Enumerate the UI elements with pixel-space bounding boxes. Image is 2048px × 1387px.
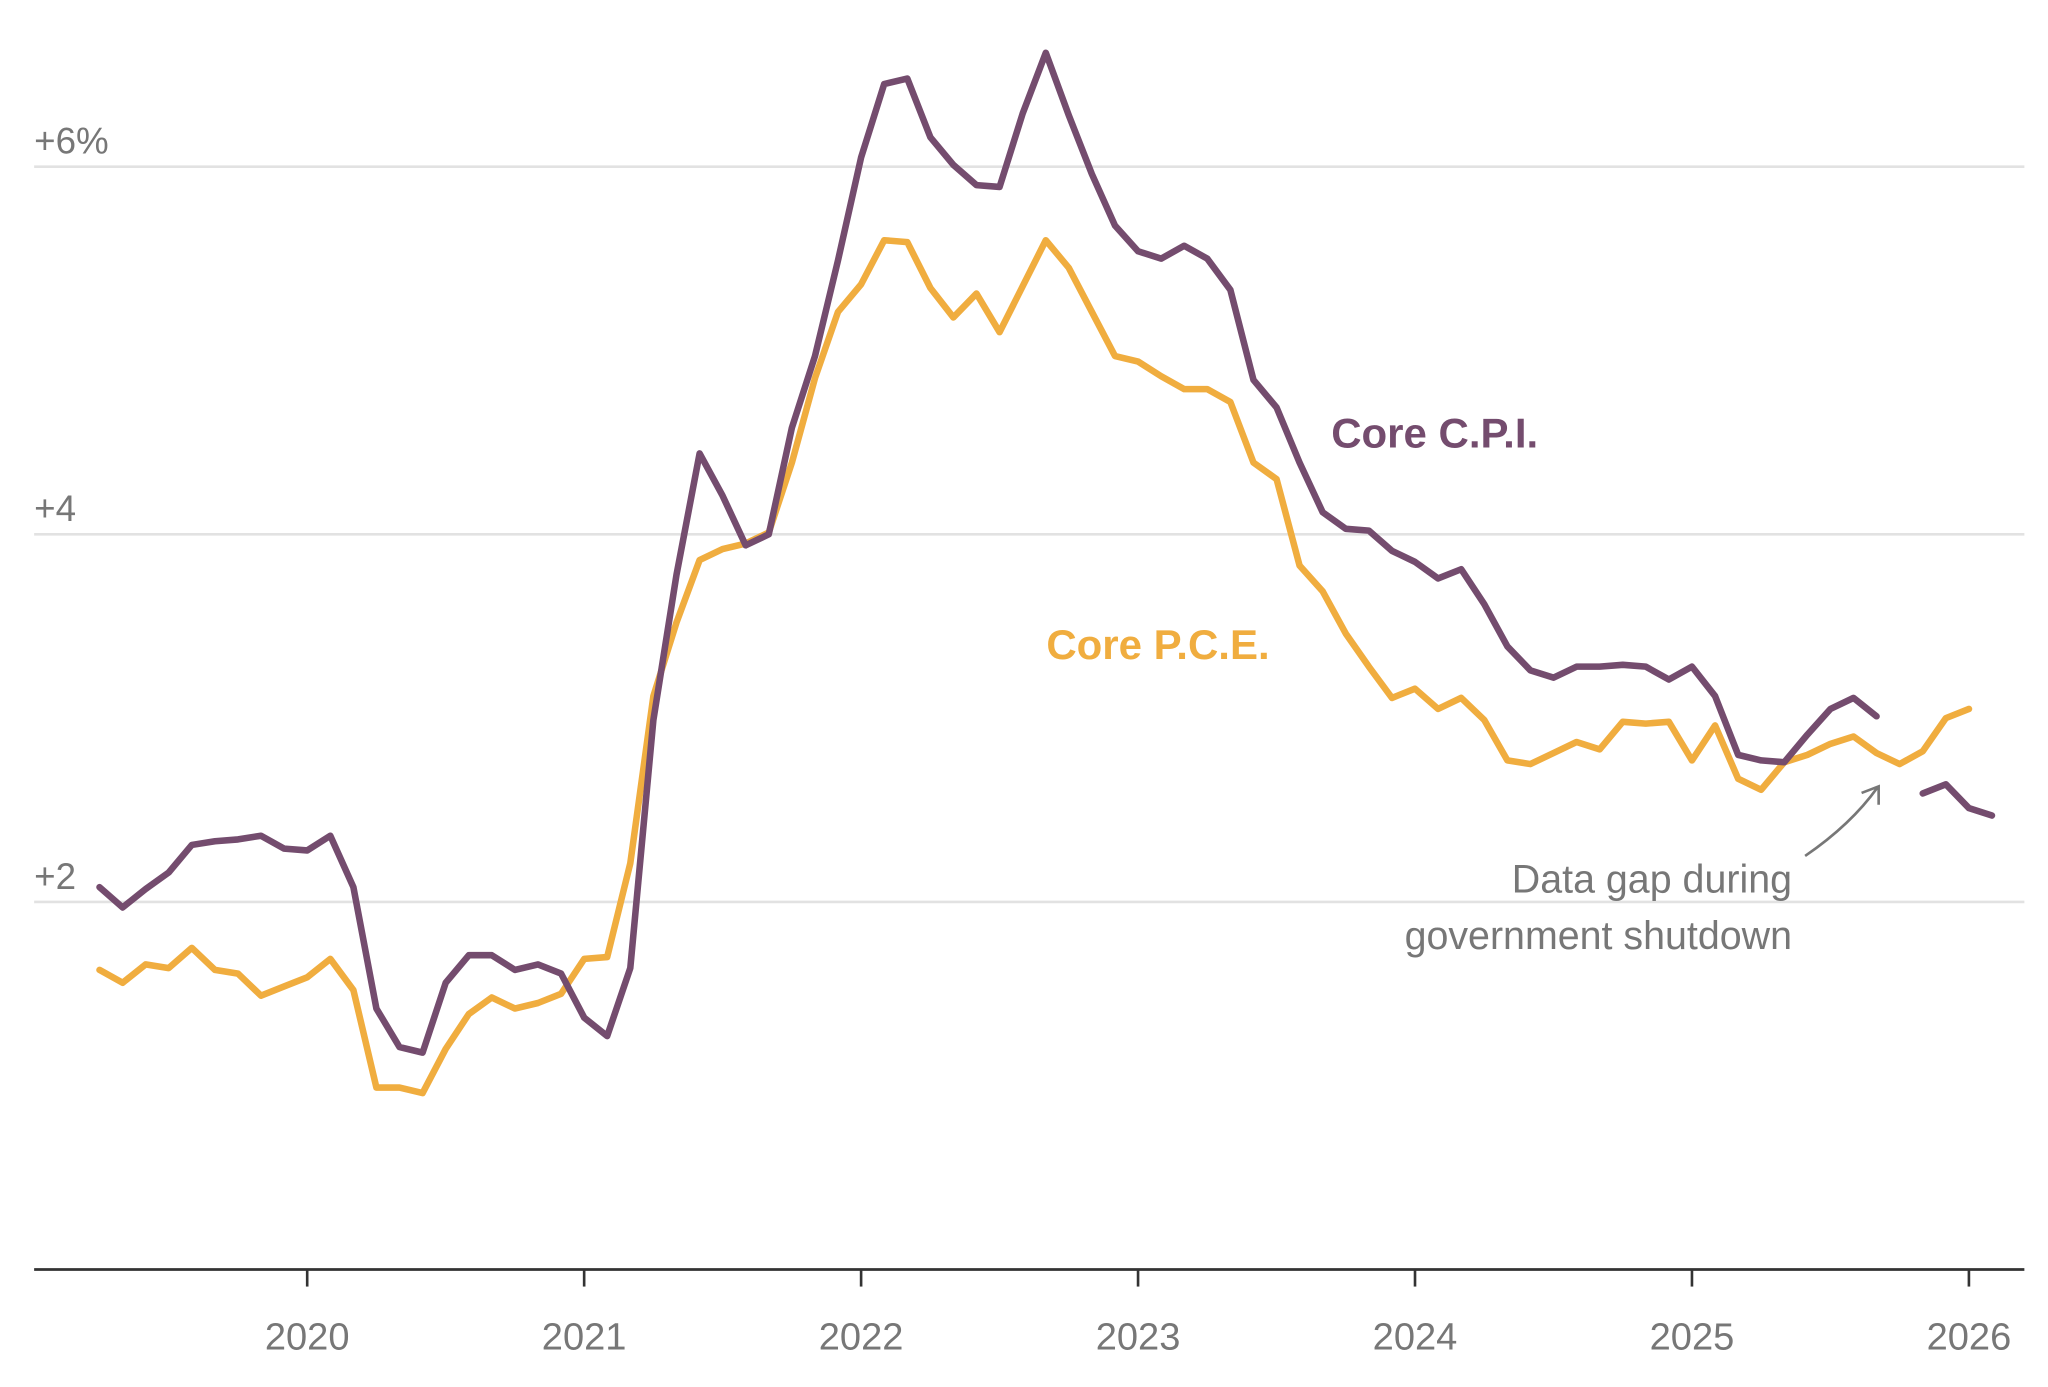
series-label-core-pce: Core P.C.E. [1046, 621, 1269, 668]
annotation-line-2: government shutdown [1405, 914, 1792, 958]
series-label-core-cpi: Core C.P.I. [1331, 410, 1538, 457]
x-tick-label: 2025 [1650, 1317, 1735, 1359]
x-axis-ticks: 2020 2021 2022 2023 2024 2025 2026 [265, 1269, 2012, 1359]
annotation-arrow-icon [1804, 784, 1880, 858]
annotation-line-1: Data gap during [1512, 858, 1792, 902]
x-tick-label: 2020 [265, 1317, 350, 1359]
series-core-p-c-e- [96, 236, 1973, 1097]
series-core-c-p-i- [96, 49, 1996, 1056]
y-axis-labels: +2 +4 +6% [34, 121, 109, 897]
x-tick-label: 2023 [1096, 1317, 1181, 1359]
annotation-data-gap: Data gap during government shutdown [1405, 784, 1880, 958]
x-tick-label: 2026 [1927, 1317, 2012, 1359]
series-lines [96, 49, 1996, 1097]
gridlines [34, 165, 2025, 904]
x-tick-label: 2021 [542, 1317, 627, 1359]
series-line [96, 49, 1996, 1056]
y-tick-label: +4 [34, 488, 76, 529]
x-tick-label: 2024 [1373, 1317, 1458, 1359]
y-tick-label: +2 [34, 856, 76, 897]
x-tick-label: 2022 [819, 1317, 904, 1359]
series-line [96, 236, 1973, 1097]
y-tick-label: +6% [34, 121, 109, 162]
